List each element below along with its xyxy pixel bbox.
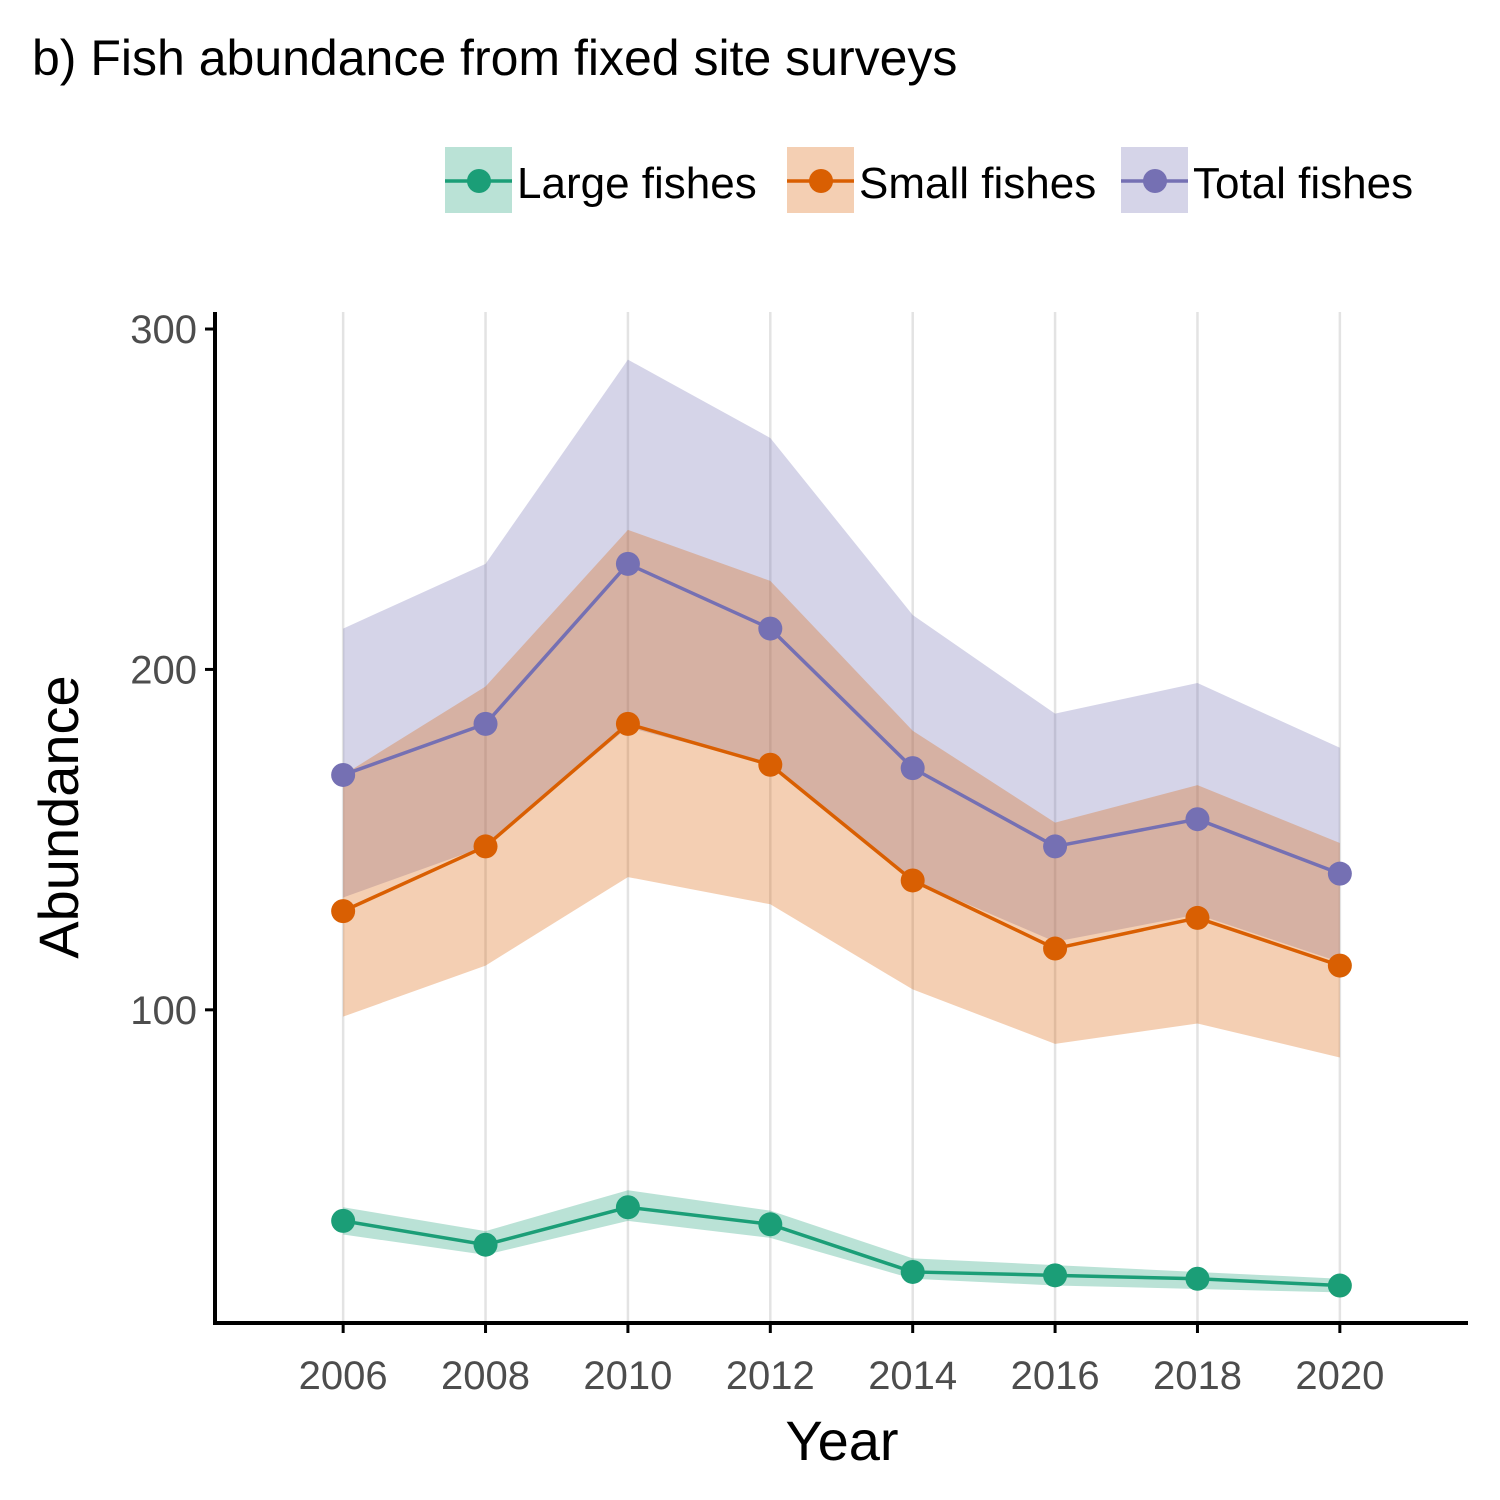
y-tick-label-300: 300 [130, 308, 197, 352]
axes [213, 312, 1468, 1325]
point-small-fishes-2008 [473, 834, 498, 859]
point-total-fishes-2012 [758, 616, 783, 641]
point-large-fishes-2014 [900, 1259, 925, 1284]
line-large-fishes [342, 1205, 1340, 1288]
y-axis-title: Abundance [27, 675, 90, 958]
point-total-fishes-2020 [1327, 861, 1352, 886]
ribbon-total-fishes [343, 359, 1340, 963]
x-tick-label-2016: 2016 [1011, 1354, 1100, 1398]
point-small-fishes-2010 [615, 711, 640, 736]
point-small-fishes-2018 [1185, 905, 1210, 930]
point-small-fishes-2016 [1043, 936, 1068, 961]
y-tick-label-100: 100 [130, 989, 197, 1033]
legend-label: Small fishes [859, 159, 1096, 208]
legend-item-large-fishes: Large fishes [445, 147, 757, 213]
y-tick-label-200: 200 [130, 648, 197, 692]
legend-key-point [809, 169, 833, 193]
line-small-fishes [342, 721, 1341, 968]
point-total-fishes-2016 [1043, 834, 1068, 859]
point-total-fishes-2008 [473, 711, 498, 736]
legend-item-total-fishes: Total fishes [1121, 147, 1413, 213]
x-tick-label-2008: 2008 [441, 1354, 530, 1398]
point-large-fishes-2012 [758, 1212, 783, 1237]
point-large-fishes-2020 [1327, 1273, 1352, 1298]
x-axis-title: Year [785, 1409, 898, 1472]
ribbon-small-fishes [343, 529, 1340, 1058]
x-tick-label-2014: 2014 [868, 1354, 957, 1398]
point-small-fishes-2012 [758, 752, 783, 777]
point-large-fishes-2016 [1043, 1263, 1068, 1288]
point-large-fishes-2008 [473, 1232, 498, 1257]
point-small-fishes-2020 [1327, 953, 1352, 978]
gridlines [341, 312, 1342, 1323]
point-total-fishes-2018 [1185, 807, 1210, 832]
point-small-fishes-2014 [900, 868, 925, 893]
legend-label: Total fishes [1193, 159, 1413, 208]
x-tick-label-2010: 2010 [583, 1354, 672, 1398]
x-tick-label-2012: 2012 [726, 1354, 815, 1398]
legend-key-point [467, 169, 491, 193]
legend-item-small-fishes: Small fishes [787, 147, 1096, 213]
point-total-fishes-2010 [615, 551, 640, 576]
x-tick-label-2006: 2006 [299, 1354, 388, 1398]
series-points [331, 551, 1352, 1298]
legend-key-point [1143, 169, 1167, 193]
point-large-fishes-2010 [615, 1195, 640, 1220]
point-large-fishes-2006 [331, 1208, 356, 1233]
legend: Large fishes Small fishes Total fishes [445, 147, 1413, 213]
x-tick-label-2018: 2018 [1153, 1354, 1242, 1398]
point-large-fishes-2018 [1185, 1266, 1210, 1291]
line-total-fishes [342, 561, 1341, 876]
chart-title: b) Fish abundance from fixed site survey… [32, 30, 957, 86]
point-small-fishes-2006 [331, 899, 356, 924]
series-lines [342, 561, 1341, 1288]
legend-label: Large fishes [517, 159, 757, 208]
x-tick-label-2020: 2020 [1295, 1354, 1384, 1398]
x-axis-ticks: 2006 2008 2010 2012 2014 2016 2018 2020 [299, 1323, 1384, 1398]
y-axis-ticks: 100 200 300 [130, 308, 215, 1033]
point-total-fishes-2006 [331, 762, 356, 787]
point-total-fishes-2014 [900, 756, 925, 781]
